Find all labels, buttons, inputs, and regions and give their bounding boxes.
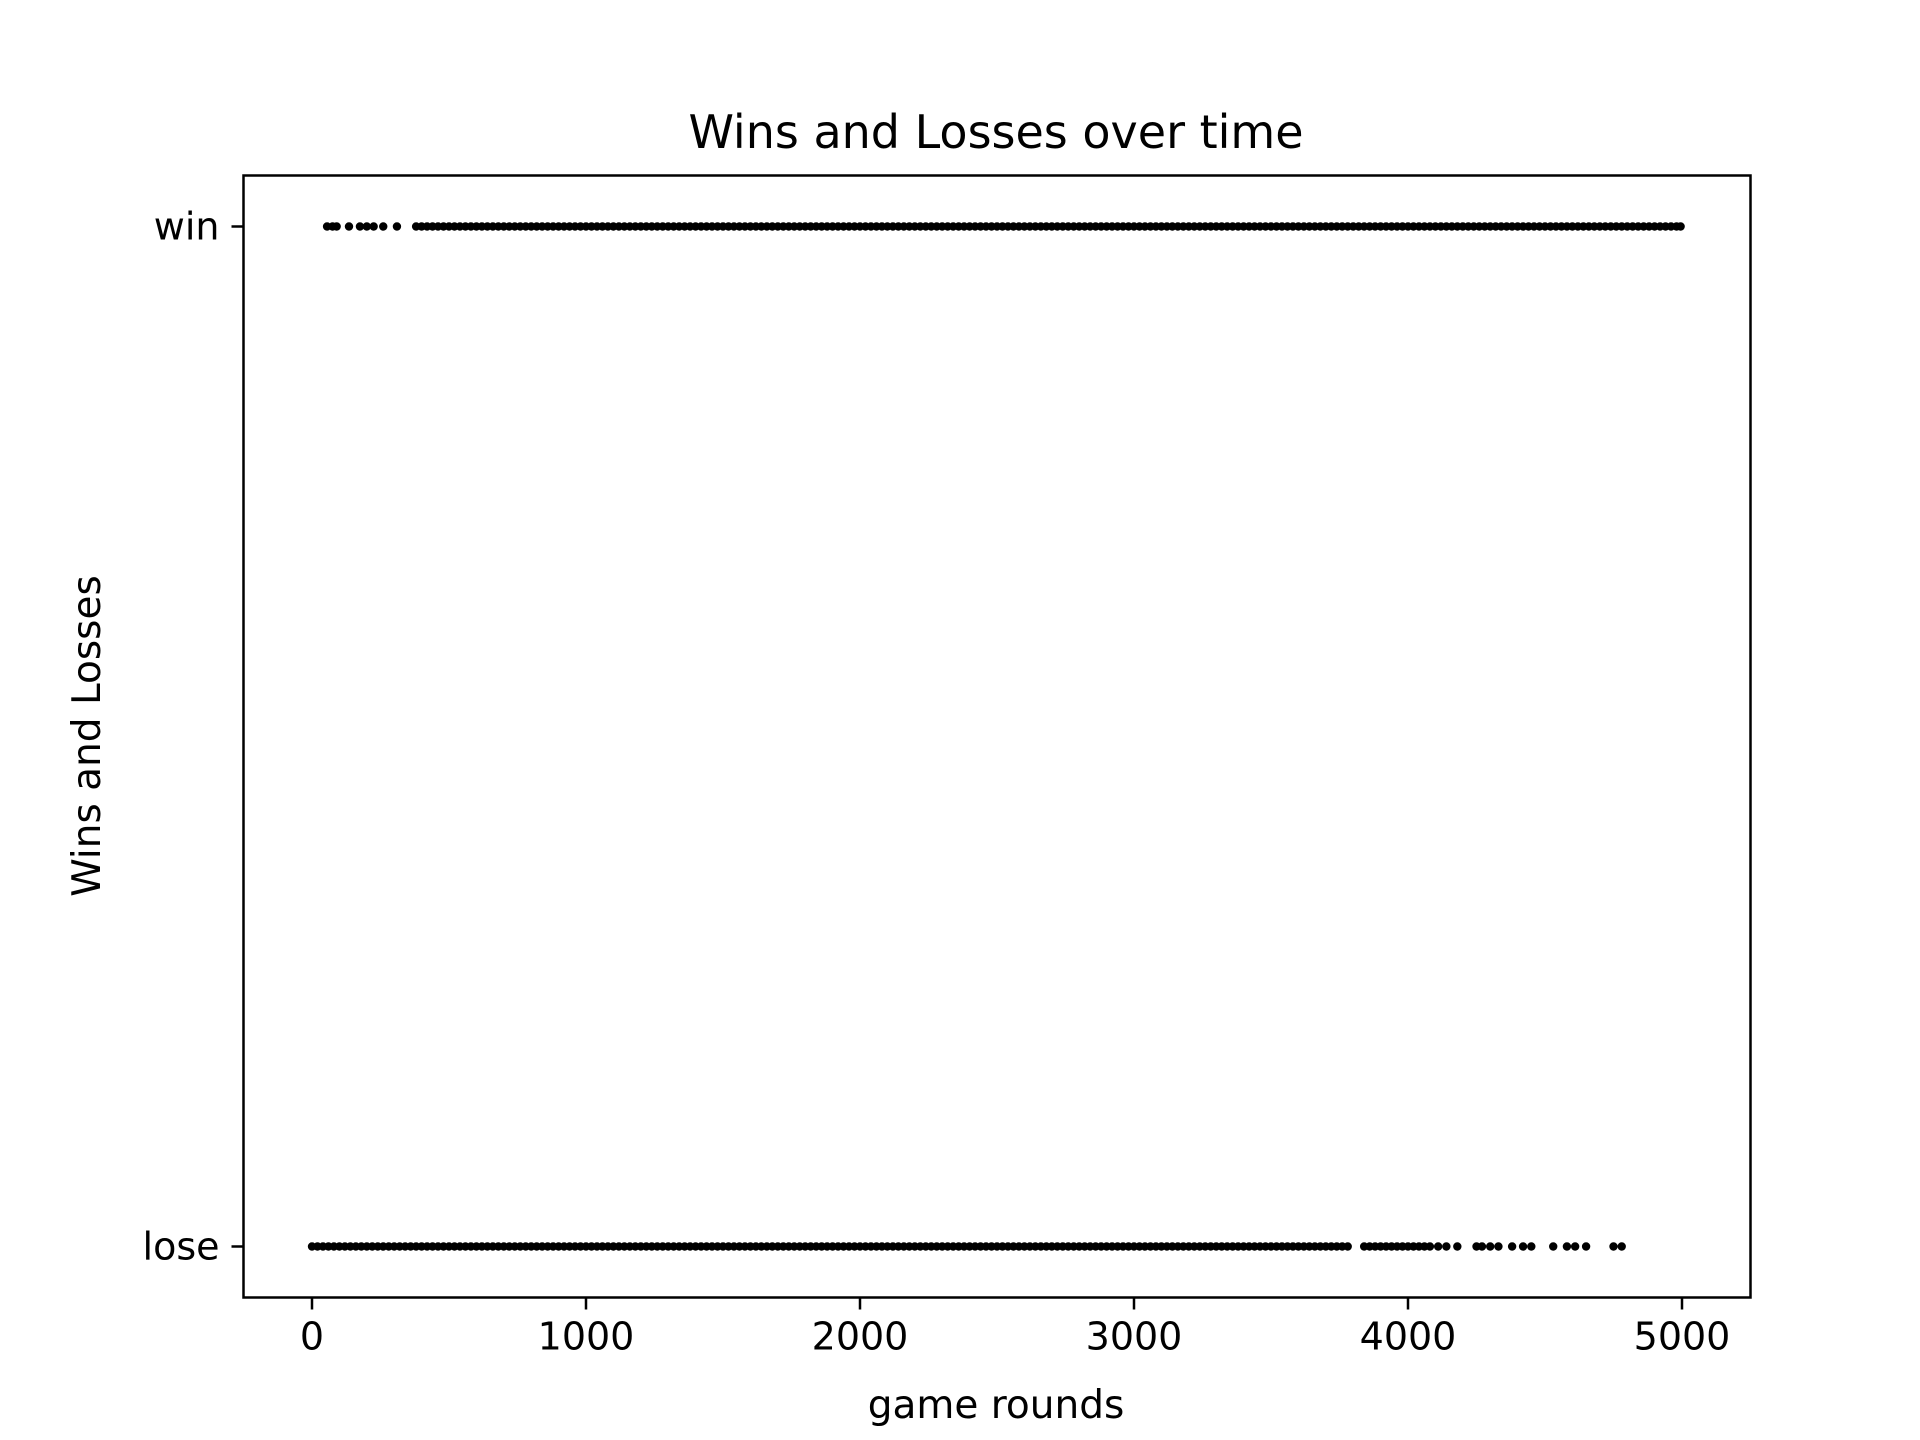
- data-point-lose: [1477, 1242, 1487, 1251]
- data-point-lose: [1442, 1242, 1451, 1251]
- plot-frame: [242, 174, 1752, 1299]
- data-point-lose: [1453, 1242, 1462, 1251]
- data-point-lose: [1549, 1242, 1558, 1251]
- data-point-win: [392, 222, 402, 231]
- data-point-lose: [1518, 1242, 1528, 1251]
- series-win: [322, 222, 1685, 231]
- data-point-lose: [1617, 1242, 1626, 1251]
- data-point-lose: [1425, 1242, 1435, 1251]
- y-tick-label: lose: [143, 1225, 220, 1269]
- chart-title: Wins and Losses over time: [688, 105, 1303, 159]
- series-lose: [307, 1242, 1626, 1251]
- y-tick-label: win: [154, 205, 220, 249]
- x-axis-label: game rounds: [868, 1383, 1125, 1428]
- data-point-win: [369, 222, 378, 231]
- x-tick-label: 2000: [812, 1315, 909, 1359]
- data-point-lose: [1570, 1242, 1580, 1251]
- y-axis-ticks: lose win: [143, 205, 244, 1269]
- x-tick-label: 4000: [1360, 1315, 1457, 1359]
- data-point-lose: [1494, 1242, 1503, 1251]
- data-point-lose: [1486, 1242, 1495, 1251]
- x-tick-label: 3000: [1086, 1315, 1183, 1359]
- x-tick-label: 5000: [1634, 1315, 1731, 1359]
- y-axis-label: Wins and Losses: [65, 575, 110, 897]
- data-point-win: [362, 222, 371, 231]
- data-point-win: [379, 222, 388, 231]
- data-point-lose: [1343, 1242, 1352, 1251]
- data-point-win: [344, 222, 354, 231]
- data-point-lose: [1609, 1242, 1618, 1251]
- data-point-win: [355, 222, 365, 231]
- data-points: [307, 222, 1685, 1251]
- x-axis-ticks: 0 1000 2000 3000 4000 5000: [300, 1297, 1731, 1359]
- x-tick-label: 1000: [538, 1315, 635, 1359]
- data-point-lose: [1562, 1242, 1572, 1251]
- x-tick-label: 0: [300, 1315, 324, 1359]
- data-point-lose: [1581, 1242, 1591, 1251]
- data-point-win: [332, 222, 341, 231]
- data-point-lose: [1433, 1242, 1443, 1251]
- data-point-lose: [1527, 1242, 1536, 1251]
- data-point-win: [1676, 222, 1685, 231]
- data-point-lose: [1507, 1242, 1517, 1251]
